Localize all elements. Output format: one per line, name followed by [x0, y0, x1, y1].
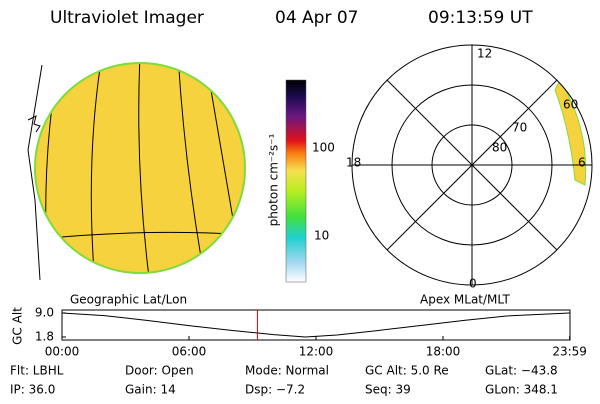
mlt-label: 6: [578, 156, 586, 170]
footer: Flt: LBHL Door: Open Mode: Normal GC Alt: 5…: [10, 364, 558, 397]
x-tick-label: 18:00: [426, 345, 461, 359]
x-tick-label: 00:00: [45, 345, 80, 359]
time: 09:13:59 UT: [428, 8, 533, 28]
polar-grid: [351, 44, 593, 286]
status-field: Seq: 39: [365, 383, 411, 397]
altitude-curve: [61, 312, 570, 338]
date: 04 Apr 07: [275, 8, 358, 28]
colorbar: [285, 79, 307, 283]
mlt-label: 12: [477, 47, 492, 61]
title: Ultraviolet Imager: [50, 8, 204, 28]
status-field: GLat: −43.8: [485, 364, 558, 378]
x-tick-label: 12:00: [299, 345, 334, 359]
y-axis-label: GC Alt: [11, 307, 25, 345]
status-field: Gain: 14: [125, 383, 176, 397]
altitude-plot: Geographic Lat/Lon Apex MLat/MLT GC Alt …: [11, 293, 587, 359]
status-field: Flt: LBHL: [10, 364, 64, 378]
status-field: GC Alt: 5.0 Re: [365, 364, 449, 378]
x-tick-label: 06:00: [172, 345, 207, 359]
status-field: Mode: Normal: [245, 364, 329, 378]
status-field: IP: 36.0: [10, 383, 55, 397]
plot-label: Apex MLat/MLT: [420, 293, 510, 307]
lat-label: 70: [512, 121, 527, 135]
colorbar-tick: 100: [312, 141, 335, 155]
mlt-label: 18: [346, 156, 361, 170]
status-field: GLon: 348.1: [485, 383, 558, 397]
lat-label: 60: [563, 98, 578, 112]
mlt-label: 0: [469, 277, 477, 291]
status-field: Dsp: −7.2: [245, 383, 305, 397]
plot-label: Geographic Lat/Lon: [70, 293, 187, 307]
x-tick-label: 23:59: [552, 345, 587, 359]
y-tick-label: 1.8: [35, 330, 54, 344]
colorbar-label: photon cm⁻²s⁻¹: [267, 133, 281, 226]
status-field: Door: Open: [125, 364, 194, 378]
lat-label: 80: [492, 141, 507, 155]
colorbar-tick: 10: [314, 229, 329, 243]
globe-image: [27, 62, 246, 281]
y-tick-label: 9.0: [35, 306, 54, 320]
